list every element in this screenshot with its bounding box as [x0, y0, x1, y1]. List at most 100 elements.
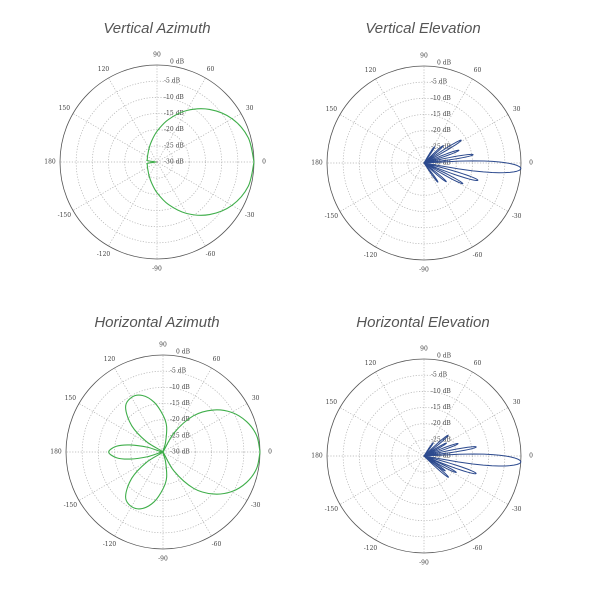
angle-tick-label: 90	[159, 342, 167, 349]
radiation-lobe	[423, 162, 447, 183]
angle-tick-label: 90	[153, 52, 161, 59]
db-tick-label: -15 dB	[164, 110, 184, 117]
outer-circle	[326, 65, 522, 261]
db-tick-label: -5 dB	[431, 79, 448, 86]
outer-circle	[326, 358, 522, 554]
angle-tick-label: -30	[512, 506, 522, 513]
vertical-azimuth-chart: Vertical Azimuth 0 30 60 90 120 150 180 -150 -12…	[44, 20, 266, 273]
grid-spoke	[423, 162, 473, 248]
angle-tick-label: -150	[64, 502, 78, 509]
grid-spoke	[162, 367, 212, 453]
grid-spoke	[339, 455, 425, 505]
angle-tick-label: 0	[529, 453, 533, 460]
chart-title: Vertical Elevation	[365, 20, 480, 37]
db-tick-label: -20 dB	[170, 416, 190, 423]
db-tick-label: -20 dB	[431, 420, 451, 427]
radiation-lobe	[423, 162, 439, 183]
angle-tick-label: -30	[245, 212, 255, 219]
angle-tick-label: -90	[419, 560, 429, 567]
db-tick-label: -10 dB	[170, 384, 190, 391]
grid-spoke	[114, 451, 164, 537]
angle-tick-label: 0	[529, 160, 533, 167]
grid-spoke	[339, 407, 425, 457]
db-tick-label: -15 dB	[170, 400, 190, 407]
grid-spoke	[339, 114, 425, 164]
angle-tick-label: 60	[207, 66, 215, 73]
db-tick-label: -20 dB	[431, 127, 451, 134]
angle-tick-label: 90	[420, 346, 428, 353]
grid-spoke	[78, 451, 164, 501]
grid-spoke	[156, 161, 242, 211]
grid-spoke	[162, 403, 248, 453]
db-tick-label: -30 dB	[431, 160, 451, 167]
db-tick-label: -10 dB	[431, 388, 451, 395]
angle-tick-label: -120	[97, 251, 111, 258]
grid-spoke	[423, 407, 509, 457]
db-tick-label: -30 dB	[164, 159, 184, 166]
angle-tick-label: 0	[268, 449, 272, 456]
angle-tick-label: 0	[262, 159, 266, 166]
db-tick-label: -5 dB	[164, 78, 181, 85]
grid-ring	[140, 145, 174, 179]
grid-ring	[75, 80, 239, 244]
db-tick-label: -10 dB	[164, 94, 184, 101]
angle-tick-label: -60	[212, 541, 222, 548]
chart-title: Vertical Azimuth	[103, 20, 210, 37]
grid-spoke	[423, 455, 473, 541]
db-tick-label: -5 dB	[170, 368, 187, 375]
radiation-lobe	[423, 153, 474, 164]
angle-tick-label: 60	[474, 360, 482, 367]
grid-spoke	[156, 77, 206, 163]
grid-spoke	[78, 403, 164, 453]
angle-tick-label: 60	[474, 67, 482, 74]
grid-spoke	[108, 161, 158, 247]
angle-tick-label: 120	[365, 67, 377, 74]
grid-spoke	[375, 371, 425, 457]
grid-ring	[391, 130, 457, 196]
grid-spoke	[423, 371, 473, 457]
radiation-lobe	[423, 453, 522, 467]
db-tick-label: -25 dB	[164, 142, 184, 149]
angle-tick-label: -120	[364, 545, 378, 552]
db-tick-label: 0 dB	[176, 349, 191, 356]
angle-tick-label: 180	[311, 160, 323, 167]
angle-tick-label: 180	[311, 453, 323, 460]
db-tick-label: -30 dB	[431, 453, 451, 460]
angle-tick-label: 30	[252, 395, 260, 402]
db-tick-label: 0 dB	[437, 353, 452, 360]
db-tick-label: -15 dB	[431, 111, 451, 118]
grid-spoke	[423, 162, 509, 212]
grid-spoke	[375, 455, 425, 541]
grid-spoke	[162, 451, 212, 537]
angle-tick-label: 60	[213, 356, 221, 363]
angle-tick-label: -150	[325, 213, 339, 220]
grid-spoke	[339, 162, 425, 212]
db-tick-label: -5 dB	[431, 372, 448, 379]
angle-tick-label: -60	[473, 252, 483, 259]
angle-tick-label: 120	[104, 356, 116, 363]
grid-spoke	[156, 113, 242, 163]
grid-spoke	[423, 455, 509, 505]
radiation-lobe	[423, 455, 477, 475]
angle-tick-label: 30	[513, 106, 521, 113]
grid-ring	[81, 370, 245, 534]
grid-ring	[124, 129, 190, 195]
db-tick-label: 0 dB	[170, 59, 185, 66]
angle-tick-label: -150	[325, 506, 339, 513]
radiation-lobe	[423, 443, 459, 457]
angle-tick-label: -90	[419, 267, 429, 274]
grid-spoke	[114, 367, 164, 453]
grid-ring	[407, 439, 441, 473]
angle-tick-label: -90	[152, 266, 162, 273]
radiation-lobe	[423, 146, 436, 164]
horizontal-elevation-chart: Horizontal Elevation 0 30 60 90 120 150 180 -15…	[311, 314, 533, 567]
angle-tick-label: 120	[365, 360, 377, 367]
radiation-lobe	[423, 455, 457, 474]
radiation-lobe	[423, 162, 464, 185]
grid-spoke	[162, 451, 248, 501]
grid-spoke	[375, 78, 425, 164]
grid-spoke	[423, 114, 509, 164]
angle-tick-label: -30	[512, 213, 522, 220]
radiation-lobe	[423, 162, 479, 182]
angle-tick-label: 120	[98, 66, 110, 73]
